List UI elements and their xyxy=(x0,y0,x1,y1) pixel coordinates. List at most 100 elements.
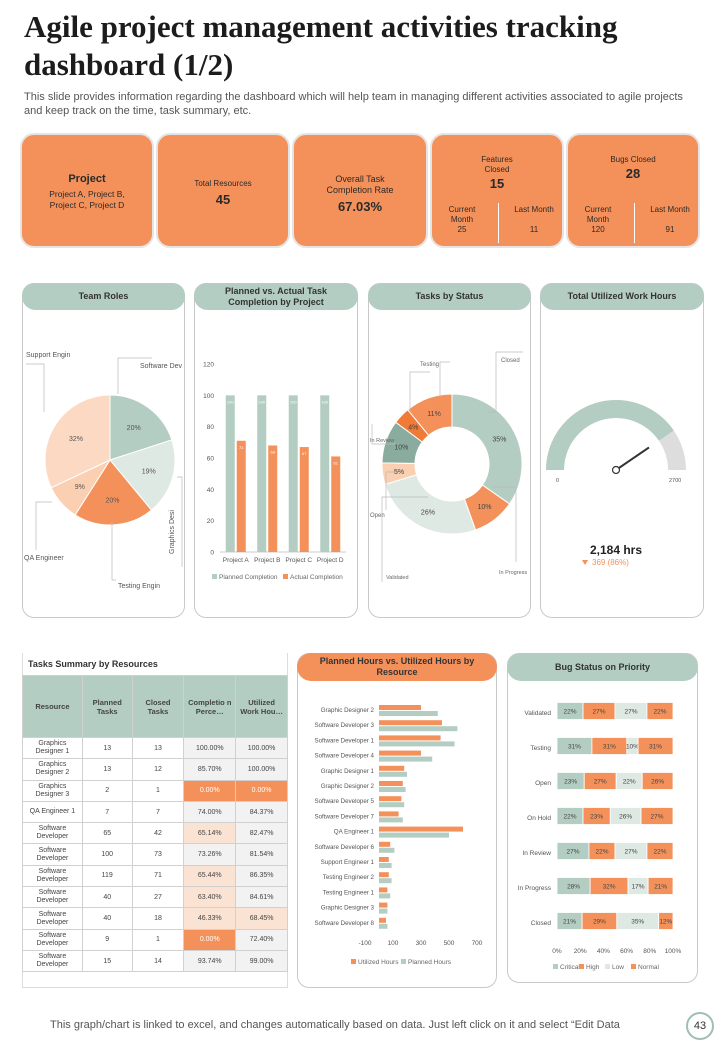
x-tick-label: 40% xyxy=(597,948,610,955)
column-header: Utilized Work Hou… xyxy=(235,675,288,738)
bar-planned xyxy=(379,726,458,732)
bar-utilized xyxy=(379,826,463,832)
table-cell: 100.00% xyxy=(235,758,288,781)
bar-planned xyxy=(225,395,235,552)
segment-label: 31% xyxy=(603,744,616,751)
bar-planned xyxy=(379,908,388,914)
features-current-value: 25 xyxy=(457,225,467,234)
segment-label: 22% xyxy=(653,709,666,716)
y-tick-label: 40 xyxy=(207,487,215,494)
features-closed-label: Features Closed xyxy=(481,155,513,174)
x-tick-label: 300 xyxy=(416,940,427,947)
table-cell: 81.54% xyxy=(235,843,288,866)
bar-value-label: 100 xyxy=(258,399,265,404)
segment-label: 22% xyxy=(595,849,608,856)
bar-utilized xyxy=(379,902,388,908)
column-header: Resource xyxy=(22,675,83,738)
data-label: 20% xyxy=(106,498,120,505)
y-category-label: In Review xyxy=(522,850,551,857)
segment-label: 27% xyxy=(624,849,637,856)
work-hours-title: Total Utilized Work Hours xyxy=(540,283,704,310)
bar-planned xyxy=(379,817,403,823)
table-cell: 85.70% xyxy=(183,758,237,781)
y-category-label: Software Developer 8 xyxy=(314,920,374,927)
table-cell: 0.00% xyxy=(235,779,288,802)
segment-label: 26% xyxy=(651,779,664,786)
data-label: 9% xyxy=(75,484,85,491)
team-roles-chart: 20% 19% 20% 9% 32% Software Dev Graphics Des… xyxy=(24,352,183,590)
table-cell: Software Developer xyxy=(22,949,83,973)
table-cell: 71 xyxy=(131,864,185,888)
table-cell: 86.35% xyxy=(235,864,288,888)
y-category-label: Testing Engineer 1 xyxy=(323,889,375,896)
donut-slice xyxy=(451,393,523,505)
tasks-summary-table: Resource Planned Tasks Closed Tasks Comp… xyxy=(22,675,288,973)
x-tick-label: 0% xyxy=(552,948,562,955)
leader-line xyxy=(177,476,183,567)
work-hours-gauge: 0 2700 2,184 hrs 369 (86%) xyxy=(546,400,686,567)
y-category-label: Software Developer 7 xyxy=(314,813,374,820)
bar-planned xyxy=(379,847,395,853)
table-cell: 100 xyxy=(81,843,133,866)
segment-label: 31% xyxy=(649,744,662,751)
leader-line xyxy=(493,486,517,562)
bar-planned xyxy=(379,878,392,884)
table-cell: 40 xyxy=(81,886,133,909)
table-cell: Software Developer xyxy=(22,907,83,930)
legend-label: Critical xyxy=(560,964,580,971)
features-closed-value: 15 xyxy=(489,176,505,191)
bar-value-label: 68 xyxy=(271,449,276,454)
table-cell: 7 xyxy=(81,800,133,824)
table-cell: 13 xyxy=(81,736,133,760)
legend-swatch xyxy=(579,964,584,969)
y-tick-label: 0 xyxy=(210,550,214,557)
table-row: Graphics Designer 1 13 13 100.00% 100.00% xyxy=(22,736,288,760)
project-card: Project Project A, Project B, Project C,… xyxy=(20,133,154,248)
table-cell: 2 xyxy=(81,779,133,802)
bar-planned xyxy=(257,395,267,552)
table-cell: Software Developer xyxy=(22,822,83,845)
x-tick-label: -100 xyxy=(358,940,371,947)
legend-label-planned-hours: Planned Hours xyxy=(408,959,452,966)
table-header-row: Resource Planned Tasks Closed Tasks Comp… xyxy=(22,675,288,738)
planned-actual-title: Planned vs. Actual Task Completion by Pr… xyxy=(194,283,358,310)
table-cell: 65 xyxy=(81,822,133,845)
bar-actual xyxy=(331,456,341,552)
table-cell: 15 xyxy=(81,949,133,973)
gauge-value: 2,184 hrs xyxy=(590,543,642,557)
table-cell: QA Engineer 1 xyxy=(22,800,83,824)
segment-label: 29% xyxy=(593,919,606,926)
legend-label-software-dev: Software Dev xyxy=(140,363,183,370)
features-current-label: Current Month xyxy=(448,205,476,224)
y-category-label: Software Developer 6 xyxy=(314,844,374,851)
stacked-segment xyxy=(640,807,674,825)
table-cell: 40 xyxy=(81,907,133,930)
tasks-status-chart: 35% 10% 26% 5% 10% 4% 11% Closed In Progress V… xyxy=(370,351,527,582)
table-cell: 68.45% xyxy=(235,907,288,930)
bar-utilized xyxy=(379,887,388,893)
bar-planned xyxy=(379,923,388,929)
page-title: Agile project management activities trac… xyxy=(24,9,618,82)
gauge-max-label: 2700 xyxy=(669,478,681,484)
table-cell: 12 xyxy=(131,758,185,781)
x-tick-label: 100 xyxy=(388,940,399,947)
table-row: Software Developer 15 14 93.74% 99.00% xyxy=(22,949,288,973)
y-tick-label: 120 xyxy=(203,362,214,369)
y-category-label: Validated xyxy=(524,710,551,717)
legend-swatch-planned xyxy=(212,574,217,579)
completion-rate-card: Overall Task Completion Rate 67.03% xyxy=(292,133,428,248)
bar-value-label: 100 xyxy=(290,399,297,404)
footer-note: This graph/chart is linked to excel, and… xyxy=(50,1019,620,1031)
y-tick-label: 100 xyxy=(203,393,214,400)
table-row: QA Engineer 1 7 7 74.00% 84.37% xyxy=(22,800,288,824)
status-label-in-progress: In Progress xyxy=(499,570,527,576)
pie-slice xyxy=(44,394,111,489)
table-cell: Graphics Designer 1 xyxy=(22,736,83,760)
table-cell: 18 xyxy=(131,907,185,930)
legend-label-testing-engin: Testing Engin xyxy=(118,583,160,590)
table-cell: 72.40% xyxy=(235,928,288,951)
donut-slice xyxy=(384,474,477,535)
bar-planned xyxy=(379,711,438,716)
bar-utilized xyxy=(379,781,403,786)
status-label-open: Open xyxy=(370,513,385,519)
